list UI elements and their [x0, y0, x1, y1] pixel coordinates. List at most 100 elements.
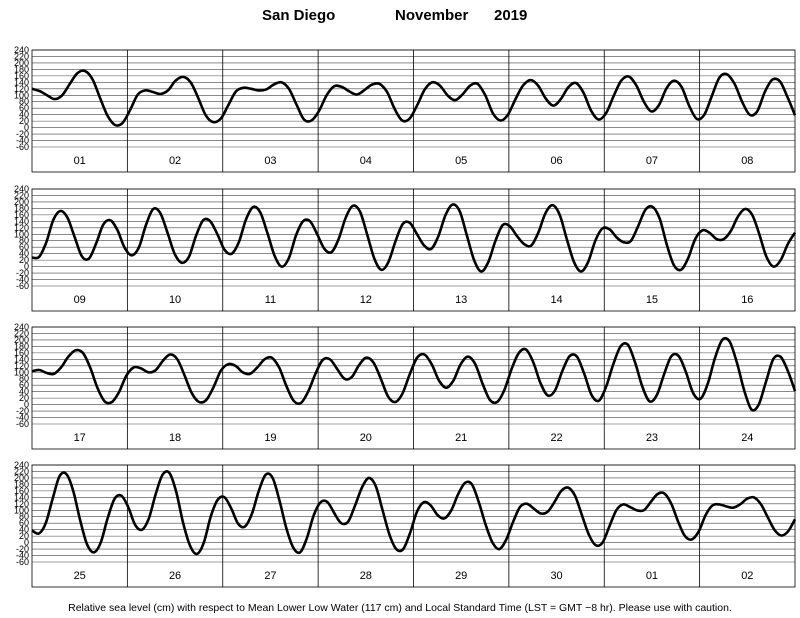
y-tick-label: -20 [16, 268, 29, 278]
day-label: 30 [550, 570, 562, 582]
y-tick-label: -20 [16, 544, 29, 554]
y-tick-label: 20 [19, 393, 29, 403]
day-label: 07 [646, 155, 658, 167]
y-tick-label: 0 [24, 262, 29, 272]
y-tick-label: 60 [19, 380, 29, 390]
y-tick-label: 220 [14, 466, 29, 476]
day-label: 29 [455, 570, 467, 582]
day-label: 19 [264, 432, 276, 444]
tide-panels: -60-40-200204060801001201401601802002202… [14, 45, 797, 588]
day-label: 13 [455, 294, 467, 306]
y-tick-label: 80 [19, 97, 29, 107]
day-label: 02 [741, 570, 753, 582]
day-label: 14 [550, 294, 562, 306]
y-tick-label: -60 [16, 419, 29, 429]
tide-panel-1: -60-40-200204060801001201401601802002202… [14, 45, 797, 173]
y-tick-label: 120 [14, 223, 29, 233]
tide-panel-2: -60-40-200204060801001201401601802002202… [14, 184, 797, 312]
y-tick-label: 20 [19, 116, 29, 126]
y-tick-label: 160 [14, 71, 29, 81]
y-tick-label: 200 [14, 197, 29, 207]
y-tick-label: 200 [14, 473, 29, 483]
day-label: 21 [455, 432, 467, 444]
y-tick-label: 0 [24, 538, 29, 548]
day-label: 11 [265, 294, 276, 306]
y-tick-label: 240 [14, 322, 29, 332]
y-tick-label: 140 [14, 216, 29, 226]
y-tick-label: 220 [14, 51, 29, 61]
y-tick-label: 180 [14, 203, 29, 213]
y-tick-label: 100 [14, 90, 29, 100]
tide-curve [31, 69, 797, 127]
y-tick-label: 20 [19, 255, 29, 265]
day-label: 24 [741, 432, 753, 444]
chart-footnote: Relative sea level (cm) with respect to … [68, 602, 732, 614]
y-tick-label: 240 [14, 460, 29, 470]
y-tick-label: 0 [24, 400, 29, 410]
day-label: 17 [74, 432, 86, 444]
y-tick-label: -60 [16, 557, 29, 567]
y-tick-label: 120 [14, 84, 29, 94]
day-label: 12 [360, 294, 372, 306]
y-tick-label: 100 [14, 229, 29, 239]
y-tick-label: -60 [16, 281, 29, 291]
day-label: 05 [455, 155, 467, 167]
day-label: 04 [360, 155, 372, 167]
y-tick-label: 180 [14, 479, 29, 489]
y-tick-label: 180 [14, 64, 29, 74]
day-label: 01 [646, 570, 658, 582]
y-tick-label: 40 [19, 387, 29, 397]
chart-location-title: San Diego [262, 7, 335, 24]
y-tick-label: 120 [14, 499, 29, 509]
day-label: 18 [169, 432, 181, 444]
day-label: 15 [646, 294, 658, 306]
y-tick-label: 40 [19, 525, 29, 535]
day-label: 28 [360, 570, 372, 582]
y-tick-label: 160 [14, 348, 29, 358]
day-label: 03 [264, 155, 276, 167]
y-tick-label: 40 [19, 249, 29, 259]
y-tick-label: -40 [16, 275, 29, 285]
day-label: 06 [550, 155, 562, 167]
y-tick-label: 120 [14, 361, 29, 371]
day-label: 16 [741, 294, 753, 306]
y-tick-label: 0 [24, 123, 29, 133]
tide-panel-4: -60-40-200204060801001201401601802002202… [14, 460, 797, 588]
y-tick-label: 140 [14, 354, 29, 364]
chart-month-title: November [395, 7, 469, 24]
day-label: 26 [169, 570, 181, 582]
y-tick-label: 160 [14, 210, 29, 220]
y-tick-label: 140 [14, 77, 29, 87]
y-tick-label: 80 [19, 512, 29, 522]
y-tick-label: 20 [19, 531, 29, 541]
y-tick-label: 60 [19, 103, 29, 113]
y-tick-label: -20 [16, 129, 29, 139]
day-label: 02 [169, 155, 181, 167]
y-tick-label: 200 [14, 58, 29, 68]
day-label: 09 [74, 294, 86, 306]
y-tick-label: 160 [14, 486, 29, 496]
y-tick-label: 60 [19, 242, 29, 252]
day-label: 20 [360, 432, 372, 444]
y-tick-label: 80 [19, 374, 29, 384]
y-tick-label: 200 [14, 335, 29, 345]
day-label: 10 [169, 294, 181, 306]
y-tick-label: 220 [14, 328, 29, 338]
y-tick-label: 100 [14, 367, 29, 377]
y-tick-label: 60 [19, 518, 29, 528]
tide-curve [31, 336, 797, 412]
y-tick-label: 180 [14, 341, 29, 351]
y-tick-label: 40 [19, 110, 29, 120]
chart-year-title: 2019 [494, 7, 527, 24]
y-tick-label: 240 [14, 184, 29, 194]
y-tick-label: 240 [14, 45, 29, 55]
y-tick-label: -40 [16, 551, 29, 561]
tide-curve [31, 470, 797, 556]
y-tick-label: 140 [14, 492, 29, 502]
y-tick-label: 100 [14, 505, 29, 515]
day-label: 01 [74, 155, 86, 167]
tide-panel-3: -60-40-200204060801001201401601802002202… [14, 322, 797, 450]
y-tick-label: -20 [16, 406, 29, 416]
y-tick-label: 80 [19, 236, 29, 246]
